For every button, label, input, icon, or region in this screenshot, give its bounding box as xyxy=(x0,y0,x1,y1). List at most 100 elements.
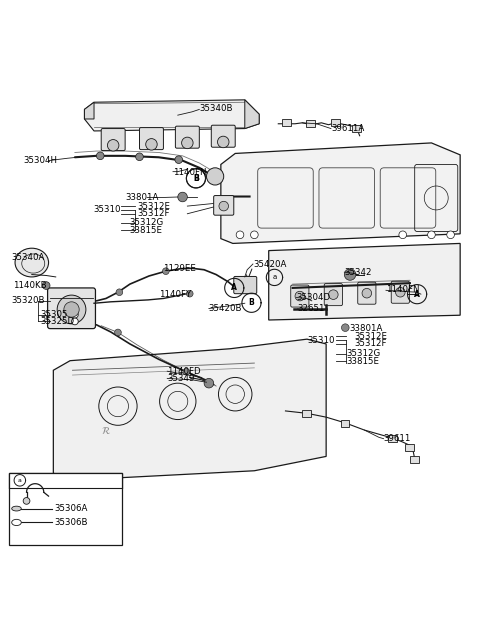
Text: 35312E: 35312E xyxy=(137,202,170,211)
Text: 35312G: 35312G xyxy=(346,349,381,358)
Text: 1140FN: 1140FN xyxy=(386,285,420,294)
Text: 1129EE: 1129EE xyxy=(163,264,196,273)
FancyBboxPatch shape xyxy=(9,473,122,488)
FancyBboxPatch shape xyxy=(140,127,163,150)
Circle shape xyxy=(219,202,228,211)
Text: 35310: 35310 xyxy=(93,205,120,214)
FancyBboxPatch shape xyxy=(302,410,311,417)
Polygon shape xyxy=(84,102,94,119)
Text: a: a xyxy=(18,478,22,483)
Text: 35306B: 35306B xyxy=(54,518,88,527)
Text: 35420B: 35420B xyxy=(209,304,242,313)
Text: 32651: 32651 xyxy=(298,305,325,314)
Polygon shape xyxy=(245,100,259,129)
FancyBboxPatch shape xyxy=(101,129,125,150)
Circle shape xyxy=(175,156,182,163)
FancyBboxPatch shape xyxy=(324,284,342,306)
Text: 35340A: 35340A xyxy=(11,253,45,262)
Text: 35312F: 35312F xyxy=(137,209,169,218)
Text: 33815E: 33815E xyxy=(129,226,162,235)
Circle shape xyxy=(96,152,104,159)
Text: 33801A: 33801A xyxy=(349,324,383,333)
Text: 39611A: 39611A xyxy=(331,124,364,133)
Circle shape xyxy=(136,153,144,161)
Circle shape xyxy=(447,231,455,239)
FancyBboxPatch shape xyxy=(358,282,376,304)
Text: B: B xyxy=(249,298,254,307)
Circle shape xyxy=(23,497,30,504)
Circle shape xyxy=(204,378,214,388)
Circle shape xyxy=(72,318,78,324)
Ellipse shape xyxy=(15,248,48,277)
Circle shape xyxy=(428,231,435,239)
FancyBboxPatch shape xyxy=(405,444,414,451)
Polygon shape xyxy=(84,100,259,131)
Text: 1140FD: 1140FD xyxy=(167,367,201,376)
Circle shape xyxy=(236,231,244,239)
Circle shape xyxy=(186,291,193,297)
Circle shape xyxy=(399,231,407,239)
Circle shape xyxy=(217,136,229,148)
Text: 33815E: 33815E xyxy=(346,356,379,365)
Text: 35304D: 35304D xyxy=(297,293,331,302)
Text: A: A xyxy=(231,284,237,292)
FancyBboxPatch shape xyxy=(211,125,235,147)
Text: 35342: 35342 xyxy=(344,268,372,276)
Text: 35320B: 35320B xyxy=(11,296,45,305)
FancyBboxPatch shape xyxy=(234,276,257,294)
Text: 35305: 35305 xyxy=(40,310,68,319)
Circle shape xyxy=(396,287,405,297)
Circle shape xyxy=(64,302,79,317)
Circle shape xyxy=(178,192,187,202)
Text: 35312F: 35312F xyxy=(355,339,387,348)
Circle shape xyxy=(344,269,356,280)
Circle shape xyxy=(42,282,50,289)
Text: 35306A: 35306A xyxy=(54,504,88,513)
Circle shape xyxy=(362,289,372,298)
Circle shape xyxy=(181,137,193,148)
FancyBboxPatch shape xyxy=(340,420,349,427)
FancyBboxPatch shape xyxy=(352,125,361,132)
FancyBboxPatch shape xyxy=(9,473,122,545)
FancyBboxPatch shape xyxy=(48,288,96,328)
Circle shape xyxy=(206,168,224,185)
FancyBboxPatch shape xyxy=(175,126,199,148)
Text: 1140FN: 1140FN xyxy=(173,168,206,177)
Text: 35325D: 35325D xyxy=(40,317,74,326)
Text: 1140FY: 1140FY xyxy=(158,290,191,299)
Circle shape xyxy=(115,329,121,336)
Circle shape xyxy=(162,268,169,275)
Circle shape xyxy=(328,290,338,300)
Text: 35349: 35349 xyxy=(167,374,194,383)
Circle shape xyxy=(146,139,157,150)
Circle shape xyxy=(295,291,305,301)
Text: 35312G: 35312G xyxy=(129,218,163,227)
FancyBboxPatch shape xyxy=(388,435,397,442)
Text: 35304H: 35304H xyxy=(24,156,58,165)
FancyBboxPatch shape xyxy=(282,120,291,126)
Ellipse shape xyxy=(12,519,21,525)
Polygon shape xyxy=(53,339,326,481)
Text: B: B xyxy=(193,174,199,183)
FancyBboxPatch shape xyxy=(214,196,234,215)
Text: 35312E: 35312E xyxy=(355,332,388,340)
Polygon shape xyxy=(221,143,460,243)
Ellipse shape xyxy=(12,506,21,511)
Text: 35340B: 35340B xyxy=(199,104,233,113)
Circle shape xyxy=(251,231,258,239)
Polygon shape xyxy=(269,243,460,320)
FancyBboxPatch shape xyxy=(331,120,339,126)
Text: 35310: 35310 xyxy=(307,335,335,344)
Circle shape xyxy=(341,324,349,332)
FancyBboxPatch shape xyxy=(291,285,309,307)
Text: $\mathcal{R}$: $\mathcal{R}$ xyxy=(101,424,111,436)
Text: A: A xyxy=(414,290,420,299)
Circle shape xyxy=(57,295,86,324)
Text: 1140KB: 1140KB xyxy=(12,281,46,290)
Circle shape xyxy=(72,312,78,318)
Text: B: B xyxy=(193,174,199,183)
Circle shape xyxy=(116,289,123,296)
Text: 35420A: 35420A xyxy=(253,259,286,269)
Circle shape xyxy=(183,369,190,375)
FancyBboxPatch shape xyxy=(306,120,315,127)
